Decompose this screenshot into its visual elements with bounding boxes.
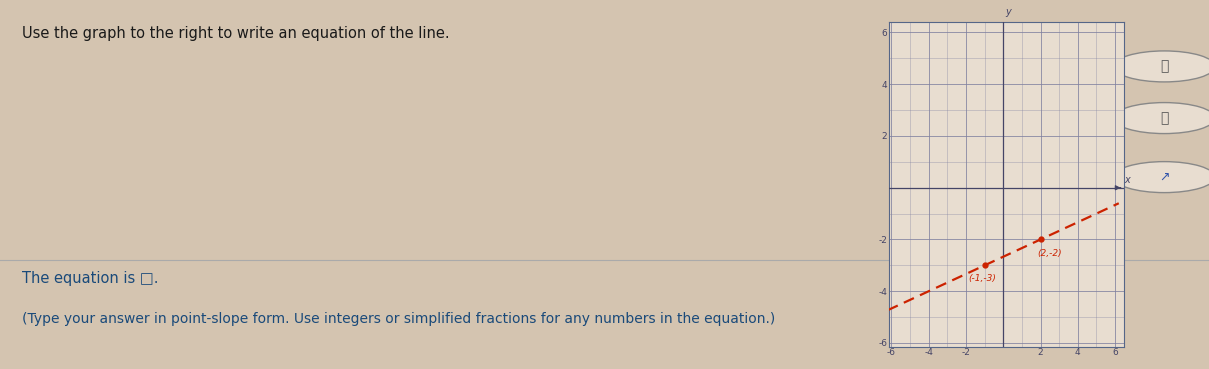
- Text: The equation is □.: The equation is □.: [22, 271, 158, 286]
- Text: y: y: [1006, 7, 1011, 17]
- Text: (-1,-3): (-1,-3): [968, 275, 996, 283]
- Circle shape: [1113, 103, 1209, 134]
- Text: 🔍: 🔍: [1161, 59, 1168, 73]
- Circle shape: [1113, 162, 1209, 193]
- Text: x: x: [1124, 175, 1130, 184]
- Text: (2,-2): (2,-2): [1037, 249, 1063, 258]
- Text: 🔎: 🔎: [1161, 111, 1168, 125]
- Text: Use the graph to the right to write an equation of the line.: Use the graph to the right to write an e…: [22, 26, 450, 41]
- Text: ↗: ↗: [1159, 170, 1169, 184]
- Circle shape: [1113, 51, 1209, 82]
- Text: (Type your answer in point-slope form. Use integers or simplified fractions for : (Type your answer in point-slope form. U…: [22, 312, 775, 326]
